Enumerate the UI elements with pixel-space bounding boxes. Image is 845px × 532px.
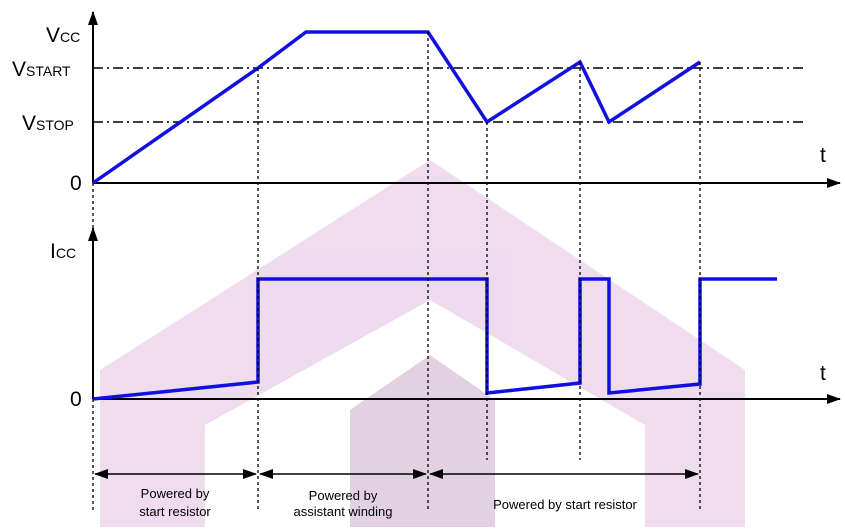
vcc-axis-label: VCC bbox=[46, 24, 80, 47]
vcc-waveform bbox=[93, 32, 700, 183]
icc-axis-label: ICC bbox=[50, 240, 76, 263]
region-3-line1: Powered by start resistor bbox=[493, 497, 637, 512]
vstart-label: VSTART bbox=[12, 58, 71, 81]
vcc-time-label: t bbox=[820, 144, 826, 167]
watermark-logo bbox=[100, 160, 745, 527]
region-2-line2: assistant winding bbox=[294, 504, 393, 519]
vstop-label: VSTOP bbox=[22, 112, 74, 135]
region-1-line2: start resistor bbox=[139, 504, 211, 519]
icc-time-label: t bbox=[820, 362, 826, 385]
icc-origin-label: 0 bbox=[70, 388, 82, 411]
region-1-line1: Powered by bbox=[141, 486, 210, 501]
region-2-line1: Powered by bbox=[309, 488, 378, 503]
vcc-origin-label: 0 bbox=[70, 172, 82, 195]
